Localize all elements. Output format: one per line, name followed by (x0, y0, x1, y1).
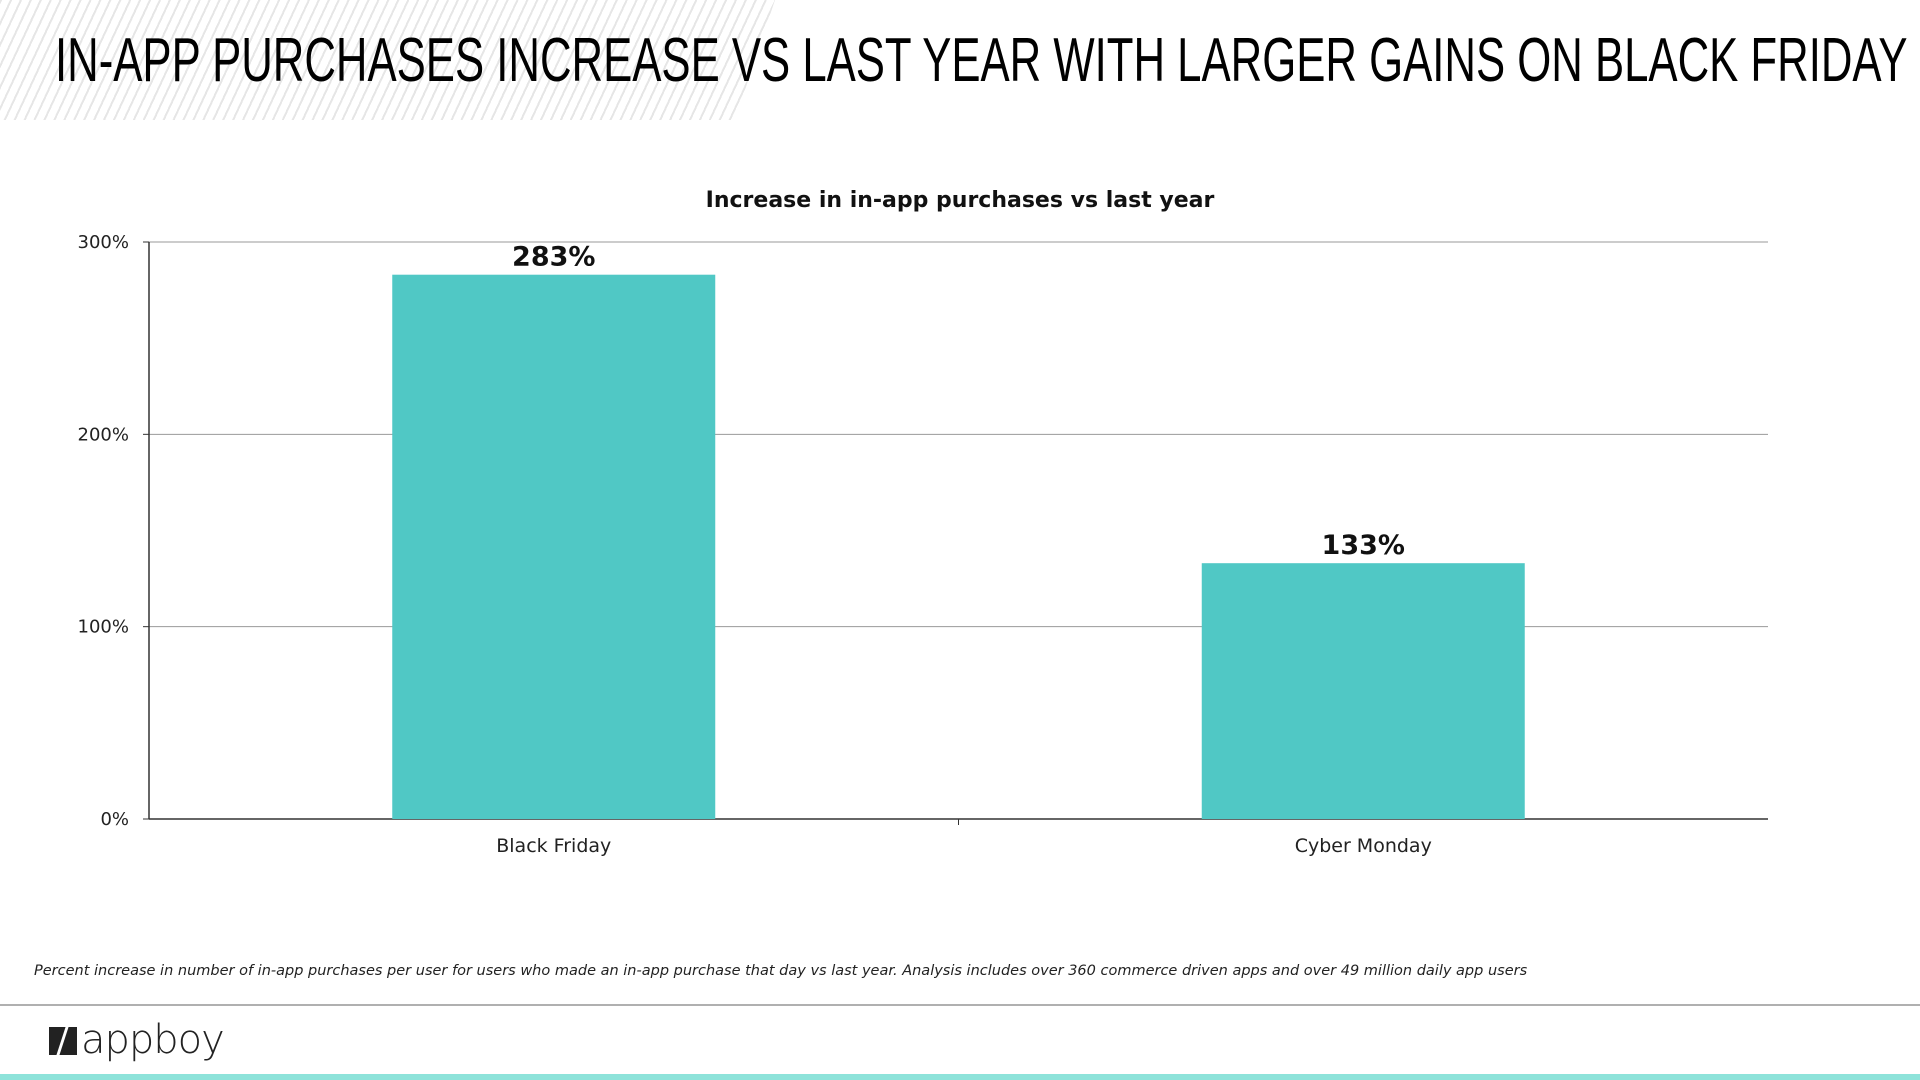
header-stripe-pattern (0, 0, 775, 120)
x-category-label: Cyber Monday (1295, 835, 1432, 857)
footnote: Percent increase in number of in-app pur… (34, 963, 1528, 979)
data-label: 133% (1322, 530, 1405, 561)
chart-title: Increase in in-app purchases vs last yea… (705, 188, 1215, 213)
footer-divider (0, 1004, 1920, 1006)
data-label: 283% (512, 242, 595, 273)
y-tick-label: 200% (78, 424, 129, 445)
x-category-label: Black Friday (496, 835, 611, 857)
appboy-logo: appboy (49, 1017, 225, 1063)
page-title: IN-APP PURCHASES INCREASE VS LAST YEAR W… (55, 26, 1908, 95)
y-tick-label: 300% (78, 232, 129, 253)
bar-cyber-monday (1201, 563, 1525, 819)
logo-text: appboy (81, 1017, 225, 1063)
y-tick-label: 100% (78, 617, 129, 638)
bottom-accent-bar (0, 1074, 1920, 1080)
appboy-logo-icon (49, 1027, 77, 1055)
bar-black-friday (392, 274, 716, 819)
y-tick-label: 0% (100, 809, 129, 830)
